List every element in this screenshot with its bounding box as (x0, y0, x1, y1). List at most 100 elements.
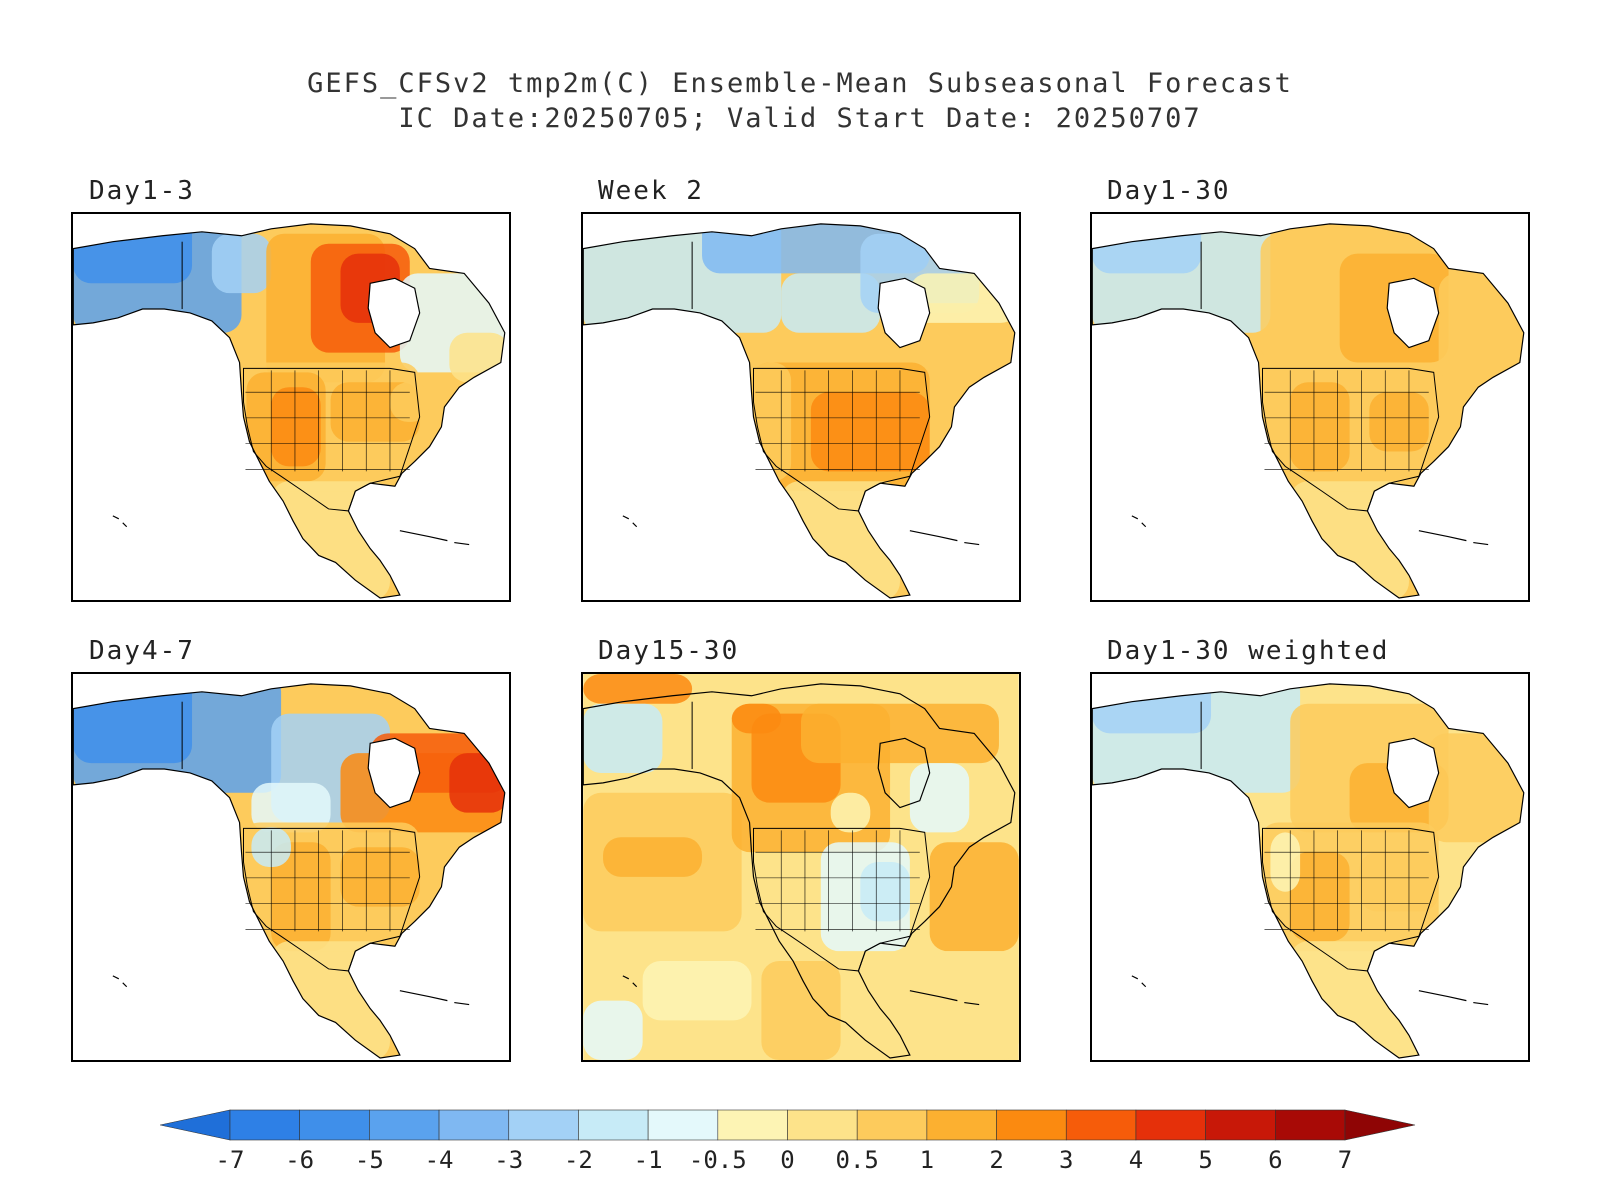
panel-label-day15-30: Day15-30 (598, 636, 740, 666)
anomaly-zone (1092, 683, 1301, 793)
colorbar-swatch (508, 1109, 579, 1141)
colorbar-swatch (856, 1109, 928, 1141)
anomaly-zone (731, 703, 782, 734)
coastline (1092, 223, 1525, 599)
map-panel-day1-3 (71, 212, 511, 602)
colorbar-tick-label: -5 (355, 1146, 384, 1174)
anomaly-zone (251, 782, 331, 833)
anomaly-zone (761, 961, 841, 1060)
coastline (73, 223, 506, 599)
panel-label-day1-3: Day1-3 (89, 176, 195, 206)
colorbar: -7 -6 -5 -4 -3 -2 -1 -0.5 0 0.5 1 2 3 4 5 6 7 (160, 1109, 1416, 1174)
colorbar-swatch (926, 1109, 997, 1141)
colorbar-tick-label: 6 (1268, 1146, 1282, 1174)
map-day1_30 (1092, 223, 1525, 599)
anomaly-zone (1290, 852, 1350, 942)
anomaly-zone (583, 703, 663, 773)
temperature-anomaly-field (583, 223, 1015, 599)
anomaly-zone (73, 683, 193, 764)
map-day1_30w (1092, 683, 1525, 1059)
colorbar-arrow-low (160, 1109, 231, 1141)
map-panel-day15-30 (581, 672, 1021, 1062)
colorbar-swatch (1205, 1109, 1276, 1141)
map-panel-day1-30-weighted (1090, 672, 1530, 1062)
colorbar-tick-label: -6 (285, 1146, 314, 1174)
map-day1_3 (73, 223, 506, 599)
anomaly-zone (929, 951, 1019, 1060)
anomaly-zone (830, 792, 871, 833)
temperature-anomaly-field (1092, 683, 1524, 1059)
temperature-anomaly-field (73, 223, 505, 599)
anomaly-zone (1290, 941, 1409, 1059)
anomaly-zone (781, 273, 881, 333)
anomaly-zone (860, 862, 910, 922)
colorbar-swatch (229, 1109, 300, 1141)
panel-label-day1-30: Day1-30 (1107, 176, 1231, 206)
colorbar-tick-label: -3 (494, 1146, 523, 1174)
anomaly-zone (271, 387, 321, 467)
coastline (583, 223, 1016, 599)
map-day4_7 (73, 683, 506, 1059)
colorbar-tick-label: -2 (564, 1146, 593, 1174)
colorbar-tick-label: -4 (425, 1146, 454, 1174)
anomaly-zone (603, 837, 703, 877)
colorbar-tick-label: 3 (1059, 1146, 1073, 1174)
anomaly-zone (340, 847, 420, 907)
colorbar-swatch (996, 1109, 1067, 1141)
anomaly-zone (389, 382, 430, 422)
colorbar-tick-label: -7 (216, 1146, 245, 1174)
coastline (583, 683, 1016, 1059)
colorbar-tick-label: -0.5 (689, 1146, 747, 1174)
anomaly-zone (211, 233, 272, 294)
anomaly-zone (1290, 481, 1409, 599)
colorbar-swatch (787, 1109, 858, 1141)
map-panel-day4-7 (71, 672, 511, 1062)
coastline (1092, 683, 1525, 1059)
anomaly-zone (909, 763, 970, 833)
anomaly-zone (1270, 832, 1301, 892)
colorbar-tick-label: 2 (989, 1146, 1003, 1174)
anomaly-zone (929, 842, 1019, 952)
anomaly-zone (781, 481, 900, 599)
anomaly-zone (642, 961, 752, 1021)
map-panel-week2 (581, 212, 1021, 602)
anomaly-zone (583, 674, 693, 704)
anomaly-zone (1092, 683, 1212, 734)
map-day15_30 (583, 674, 1019, 1060)
colorbar-tick-label: 7 (1338, 1146, 1352, 1174)
colorbar-swatch (1275, 1109, 1346, 1141)
colorbar-swatch (647, 1109, 719, 1141)
anomaly-zone (583, 1000, 643, 1060)
title-line-1: GEFS_CFSv2 tmp2m(C) Ensemble-Mean Subsea… (307, 68, 1293, 99)
anomaly-zone (1428, 733, 1524, 843)
anomaly-zone (271, 842, 331, 952)
colorbar-swatch (369, 1109, 440, 1141)
colorbar-tick-label: 0.5 (836, 1146, 879, 1174)
anomaly-zone (801, 703, 999, 764)
anomaly-zone (271, 941, 390, 1059)
colorbar-swatch (578, 1109, 649, 1141)
colorbar-swatch (299, 1109, 370, 1141)
colorbar-swatch (1135, 1109, 1206, 1141)
panel-label-day4-7: Day4-7 (89, 636, 195, 666)
panel-label-week2: Week 2 (598, 176, 704, 206)
anomaly-zone (1092, 223, 1202, 274)
colorbar-tick-label: 5 (1198, 1146, 1212, 1174)
panel-label-day1-30-weighted: Day1-30 weighted (1107, 636, 1390, 666)
map-panel-day1-30 (1090, 212, 1530, 602)
colorbar-tick-label: -1 (634, 1146, 663, 1174)
anomaly-zone (1369, 392, 1429, 452)
anomaly-zone (1290, 382, 1350, 472)
colorbar-swatch (438, 1109, 510, 1141)
map-week2 (583, 223, 1016, 599)
temperature-anomaly-field (1092, 223, 1524, 599)
colorbar-arrow-high (1344, 1109, 1416, 1141)
colorbar-tick-label: 4 (1129, 1146, 1143, 1174)
anomaly-zone (271, 481, 390, 599)
temperature-anomaly-field (583, 674, 1019, 1060)
colorbar-tick-label: 0 (780, 1146, 794, 1174)
colorbar-tick-label: 1 (920, 1146, 934, 1174)
coastline (73, 683, 506, 1059)
title-line-2: IC Date:20250705; Valid Start Date: 2025… (398, 103, 1202, 134)
colorbar-swatch (717, 1109, 788, 1141)
